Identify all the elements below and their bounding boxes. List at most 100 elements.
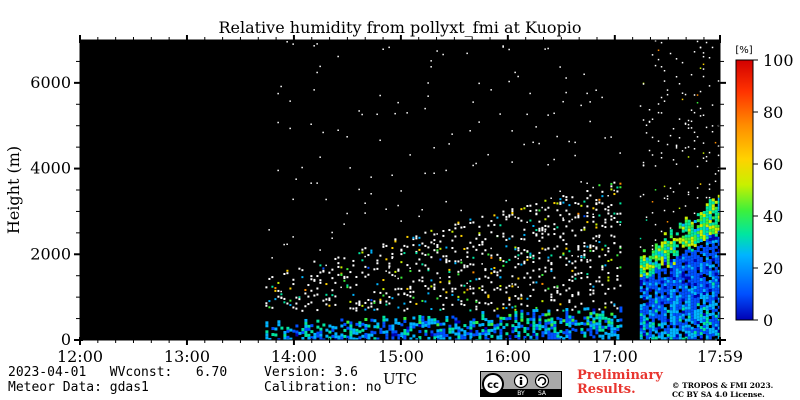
- heat-cell: [678, 312, 682, 316]
- heat-cell: [642, 297, 646, 301]
- heat-cell: [310, 330, 314, 334]
- heat-cell: [714, 332, 718, 336]
- heat-speck: [532, 281, 535, 284]
- heat-cell: [639, 319, 643, 323]
- heat-cell: [613, 327, 617, 331]
- noise-dot: [696, 94, 699, 96]
- heat-speck: [604, 254, 607, 257]
- heat-speck: [526, 258, 529, 261]
- noise-dot: [478, 121, 480, 123]
- heat-speck: [556, 209, 559, 212]
- heat-cell: [559, 320, 563, 324]
- heat-cell: [642, 303, 646, 307]
- heat-cell: [657, 275, 661, 279]
- heat-cell: [316, 319, 320, 323]
- heat-cell: [598, 328, 602, 332]
- heat-cell: [711, 234, 715, 238]
- heat-cell: [532, 324, 536, 328]
- heat-speck: [331, 268, 334, 271]
- heat-cell: [660, 250, 664, 254]
- heat-cell: [717, 197, 720, 201]
- heat-speck: [451, 290, 454, 293]
- heat-cell: [711, 333, 715, 337]
- heat-cell: [687, 279, 691, 283]
- noise-dot: [364, 202, 366, 204]
- noise-dot: [313, 89, 315, 91]
- heat-cell: [651, 307, 655, 311]
- noise-dot: [699, 107, 702, 110]
- heat-cell: [702, 270, 706, 274]
- heat-cell: [313, 338, 317, 340]
- noise-dot: [684, 93, 687, 96]
- heat-cell: [696, 285, 700, 289]
- heat-speck: [502, 264, 505, 267]
- x-tick-label: 16:00: [485, 347, 531, 366]
- noise-dot: [436, 233, 438, 235]
- heat-cell: [711, 276, 715, 280]
- heat-cell: [681, 283, 685, 287]
- heat-cell: [696, 213, 700, 217]
- heat-cell: [678, 336, 682, 340]
- heat-speck: [316, 309, 319, 312]
- heat-cell: [672, 238, 676, 242]
- heat-cell: [705, 221, 709, 225]
- heat-speck: [394, 240, 397, 243]
- heat-cell: [684, 240, 688, 244]
- heat-speck: [388, 296, 391, 299]
- heat-speck: [487, 253, 490, 256]
- heat-cell: [666, 261, 670, 265]
- heat-cell: [717, 263, 720, 267]
- heat-cell: [711, 201, 715, 205]
- heat-cell: [702, 264, 706, 268]
- heat-cell: [463, 336, 467, 340]
- noise-dot: [702, 142, 705, 144]
- heat-cell: [598, 313, 602, 317]
- noise-dot: [490, 89, 492, 91]
- heat-cell: [702, 291, 706, 295]
- heat-cell: [666, 297, 670, 301]
- heat-speck: [433, 286, 436, 289]
- heat-cell: [696, 324, 700, 328]
- heat-cell: [699, 317, 703, 321]
- heat-cell: [684, 321, 688, 325]
- heat-speck: [583, 256, 586, 259]
- heat-cell: [687, 270, 691, 274]
- heat-speck: [601, 283, 604, 286]
- heat-cell: [705, 269, 709, 273]
- heat-cell: [648, 303, 652, 307]
- heat-speck: [547, 256, 550, 259]
- heat-cell: [619, 306, 623, 310]
- noise-dot: [427, 82, 429, 84]
- heat-cell: [669, 235, 673, 239]
- svg-text:cc: cc: [487, 380, 499, 391]
- heat-cell: [654, 249, 658, 253]
- heat-cell: [367, 324, 371, 328]
- heat-cell: [645, 281, 649, 285]
- heat-cell: [580, 321, 584, 325]
- heat-cell: [714, 329, 718, 333]
- heat-speck: [439, 295, 442, 298]
- heat-speck: [616, 307, 619, 310]
- heat-cell: [654, 327, 658, 331]
- colorbar: [735, 59, 754, 321]
- heat-cell: [532, 309, 536, 313]
- heat-speck: [424, 264, 427, 267]
- heat-cell: [532, 312, 536, 316]
- heat-cell: [693, 292, 697, 296]
- heat-cell: [657, 317, 661, 321]
- heat-cell: [657, 251, 661, 255]
- heat-cell: [711, 279, 715, 283]
- heat-cell: [696, 273, 700, 277]
- heat-cell: [666, 330, 670, 334]
- heat-cell: [666, 288, 670, 292]
- heat-cell: [717, 212, 720, 216]
- heat-cell: [460, 328, 464, 332]
- heat-speck: [517, 217, 520, 220]
- heat-speck: [412, 238, 415, 241]
- heat-speck: [451, 230, 454, 233]
- heat-cell: [349, 336, 353, 340]
- heat-speck: [490, 281, 493, 284]
- heat-speck: [571, 229, 574, 232]
- heat-cell: [690, 287, 694, 291]
- noise-dot: [699, 183, 702, 185]
